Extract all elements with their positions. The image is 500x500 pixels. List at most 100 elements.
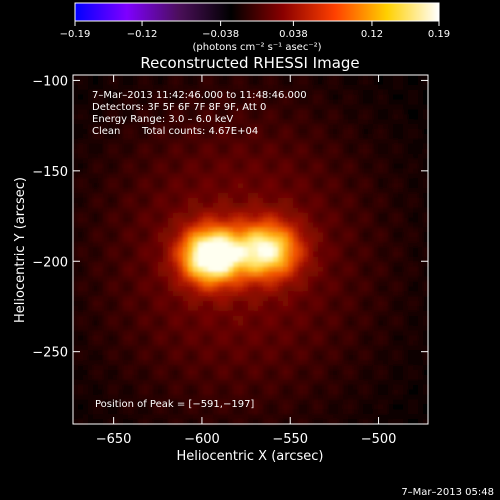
heatmap-pixel [73,379,79,386]
heatmap-pixel [83,369,89,376]
heatmap-pixel [228,143,234,150]
heatmap-pixel [98,315,104,322]
heatmap-pixel [78,399,84,405]
heatmap-pixel [163,173,169,179]
heatmap-pixel [333,394,339,401]
heatmap-pixel [108,153,114,160]
heatmap-pixel [78,124,84,130]
heatmap-pixel [158,394,164,401]
heatmap-pixel [318,178,324,184]
heatmap-pixel [83,379,89,386]
heatmap-pixel [118,325,124,332]
heatmap-pixel [358,232,364,238]
heatmap-pixel [258,178,264,184]
heatmap-pixel [398,84,404,91]
heatmap-pixel [303,109,309,115]
heatmap-pixel [73,89,79,96]
heatmap-pixel [163,261,169,268]
heatmap-pixel [403,394,409,401]
heatmap-pixel [198,114,204,120]
heatmap-pixel [333,124,339,130]
heatmap-pixel [163,310,169,317]
heatmap-pixel [138,84,144,91]
heatmap-pixel [283,296,289,302]
heatmap-pixel [193,247,199,253]
heatmap-pixel [248,232,254,238]
heatmap-pixel [103,266,109,273]
heatmap-pixel [173,360,179,366]
heatmap-pixel [313,340,319,346]
heatmap-pixel [418,227,424,233]
heatmap-pixel [273,232,279,238]
heatmap-pixel [103,399,109,405]
heatmap-pixel [258,247,264,253]
heatmap-pixel [293,379,299,386]
heatmap-pixel [93,291,99,297]
heatmap-pixel [143,374,149,381]
heatmap-pixel [353,237,359,243]
heatmap-pixel [388,178,394,184]
heatmap-pixel [128,394,134,401]
heatmap-pixel [123,197,129,204]
heatmap-pixel [128,389,134,396]
heatmap-pixel [283,188,289,194]
heatmap-pixel [158,138,164,145]
heatmap-pixel [313,251,319,258]
heatmap-pixel [183,75,189,81]
heatmap-pixel [273,286,279,292]
heatmap-pixel [273,119,279,125]
heatmap-pixel [353,222,359,228]
heatmap-pixel [98,291,104,297]
heatmap-pixel [403,192,409,199]
heatmap-pixel [213,148,219,155]
heatmap-pixel [298,119,304,125]
heatmap-pixel [153,163,159,169]
heatmap-pixel [78,281,84,287]
heatmap-pixel [423,104,429,111]
heatmap-pixel [423,153,429,160]
heatmap-pixel [318,148,324,155]
heatmap-pixel [153,124,159,130]
heatmap-pixel [193,251,199,258]
heatmap-pixel [333,251,339,258]
heatmap-pixel [278,232,284,238]
heatmap-pixel [163,409,169,415]
heatmap-pixel [308,247,314,253]
heatmap-pixel [313,355,319,361]
heatmap-pixel [113,369,119,376]
heatmap-pixel [353,306,359,312]
heatmap-pixel [233,148,239,155]
heatmap-pixel [203,222,209,228]
heatmap-pixel [318,217,324,224]
heatmap-pixel [323,75,329,81]
heatmap-pixel [213,212,219,219]
heatmap-pixel [343,178,349,184]
heatmap-pixel [378,104,384,111]
heatmap-pixel [173,256,179,263]
heatmap-pixel [128,247,134,253]
heatmap-pixel [208,114,214,120]
heatmap-pixel [173,325,179,332]
heatmap-pixel [273,389,279,396]
heatmap-pixel [233,79,239,86]
heatmap-pixel [153,389,159,396]
heatmap-pixel [173,340,179,346]
heatmap-pixel [383,202,389,209]
heatmap-pixel [133,207,139,214]
heatmap-pixel [78,306,84,312]
heatmap-pixel [373,133,379,140]
heatmap-pixel [413,251,419,258]
heatmap-pixel [368,335,374,342]
heatmap-pixel [323,237,329,243]
heatmap-pixel [318,345,324,351]
heatmap-pixel [193,301,199,307]
heatmap-pixel [333,315,339,322]
heatmap-pixel [103,197,109,204]
heatmap-pixel [323,310,329,317]
heatmap-pixel [143,345,149,351]
heatmap-pixel [333,84,339,91]
heatmap-pixel [293,389,299,396]
heatmap-pixel [258,286,264,292]
heatmap-pixel [408,153,414,160]
heatmap-pixel [313,320,319,327]
